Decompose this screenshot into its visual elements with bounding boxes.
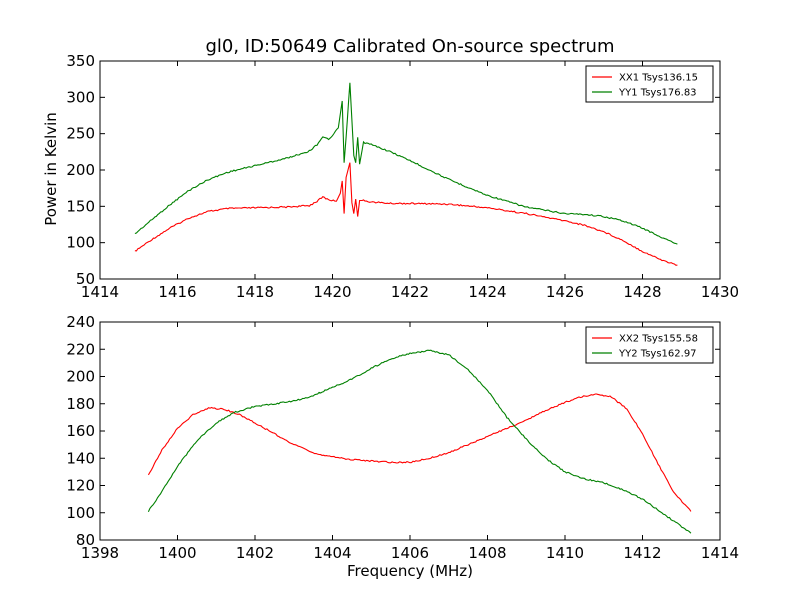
bottom-y-tick-label: 120 [66, 477, 95, 495]
bottom-legend: XX2 Tsys155.58 YY2 Tsys162.97 [585, 326, 714, 364]
top-x-tick-label: 1416 [158, 283, 196, 301]
top-x-tick-label: 1422 [391, 283, 429, 301]
top-y-tick-label: 250 [66, 125, 95, 143]
top-panel: 1414 1416 1418 1420 1422 1424 1426 1428 1430 50 10… [66, 52, 739, 301]
bottom-x-tick-label: 1404 [313, 544, 351, 562]
top-ylabel: Power in Kelvin [42, 112, 60, 226]
top-legend-label-0: XX1 Tsys136.15 [619, 73, 698, 84]
bottom-y-tick-label: 200 [66, 368, 95, 386]
top-y-tick-label: 300 [66, 88, 95, 106]
bottom-x-tick-label: 1406 [391, 544, 429, 562]
bottom-y-tick-label: 240 [66, 313, 95, 331]
bottom-panel: 1398 1400 1402 1404 1406 1408 1410 1412 1414 80 10… [66, 313, 739, 562]
bottom-legend-label-0: XX2 Tsys155.58 [619, 334, 698, 345]
top-x-tick-label: 1430 [701, 283, 739, 301]
bottom-y-tick-label: 140 [66, 449, 95, 467]
top-series-line-1 [134, 82, 678, 245]
bottom-y-tick-label: 180 [66, 395, 95, 413]
bottom-x-tick-label: 1410 [546, 544, 584, 562]
bottom-y-tick-label: 80 [76, 531, 95, 549]
top-y-tick-label: 100 [66, 234, 95, 252]
bottom-x-tick-label: 1402 [236, 544, 274, 562]
bottom-y-tick-label: 160 [66, 422, 95, 440]
top-y-tick-label: 50 [76, 270, 95, 288]
bottom-series-line-1 [147, 349, 692, 534]
bottom-legend-label-1: YY2 Tsys162.97 [618, 349, 697, 360]
bottom-x-tick-label: 1400 [158, 544, 196, 562]
bottom-xlabel: Frequency (MHz) [347, 562, 473, 580]
bottom-legend-box [585, 326, 714, 364]
bottom-x-tick-label: 1412 [623, 544, 661, 562]
top-series-line-0 [134, 162, 678, 266]
top-x-tick-label: 1418 [236, 283, 274, 301]
bottom-x-tick-label: 1408 [468, 544, 506, 562]
top-x-tick-label: 1426 [546, 283, 584, 301]
top-legend-box [585, 65, 714, 103]
top-y-tick-label: 350 [66, 52, 95, 70]
top-legend-label-1: YY1 Tsys176.83 [618, 88, 697, 99]
bottom-y-tick-label: 220 [66, 340, 95, 358]
top-x-tick-label: 1414 [81, 283, 119, 301]
bottom-series-line-0 [147, 393, 692, 512]
top-x-tick-label: 1420 [313, 283, 351, 301]
top-y-tick-label: 200 [66, 161, 95, 179]
bottom-y-tick-label: 100 [66, 504, 95, 522]
top-x-tick-label: 1428 [623, 283, 661, 301]
top-legend: XX1 Tsys136.15 YY1 Tsys176.83 [585, 65, 714, 103]
chart-title: gl0, ID:50649 Calibrated On-source spect… [205, 36, 614, 57]
top-x-tick-label: 1424 [468, 283, 506, 301]
bottom-x-tick-label: 1398 [81, 544, 119, 562]
top-y-tick-label: 150 [66, 197, 95, 215]
bottom-x-tick-label: 1414 [701, 544, 739, 562]
